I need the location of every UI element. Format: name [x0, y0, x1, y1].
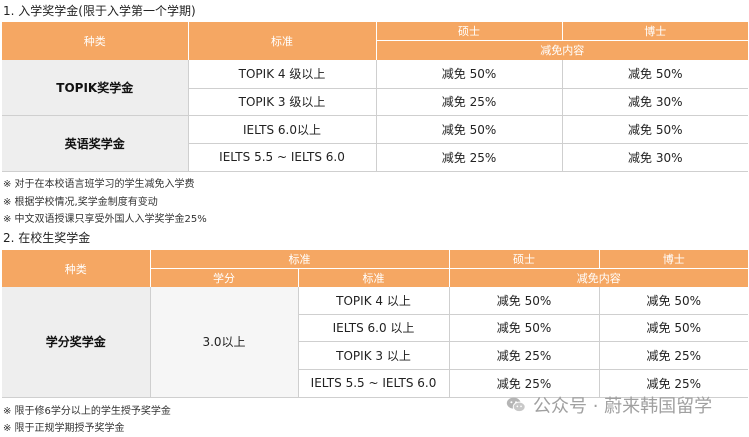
- wechat-icon: [506, 397, 526, 413]
- header-category: 种类: [2, 22, 188, 60]
- header-standard-sub: 标准: [297, 268, 449, 287]
- master-cell: 减免 25%: [448, 341, 599, 370]
- group-label-credit: 学分奖学金: [2, 287, 150, 398]
- standard-cell: TOPIK 3 级以上: [187, 88, 376, 116]
- header-doctor: 博士: [561, 22, 748, 41]
- header-standard: 标准: [149, 250, 449, 269]
- doctor-cell: 减免 50%: [598, 287, 748, 315]
- doctor-cell: 减免 30%: [561, 143, 748, 172]
- header-reduction: 减免内容: [375, 40, 748, 60]
- standard-cell: TOPIK 4 级以上: [187, 60, 376, 89]
- section1-note: ※ 对于在本校语言班学习的学生减免入学费: [3, 179, 195, 190]
- group-label-english: 英语奖学金: [2, 115, 188, 172]
- section1-title: 1. 入学奖学金(限于入学第一个学期): [3, 4, 196, 18]
- doctor-cell: 减免 50%: [561, 60, 748, 89]
- doctor-cell: 减免 50%: [561, 115, 748, 144]
- header-category: 种类: [2, 250, 150, 287]
- master-cell: 减免 25%: [375, 88, 562, 116]
- header-reduction: 减免内容: [448, 268, 748, 287]
- doctor-cell: 减免 25%: [598, 369, 748, 398]
- doctor-cell: 减免 25%: [598, 341, 748, 370]
- header-standard: 标准: [187, 22, 376, 60]
- master-cell: 减免 50%: [375, 115, 562, 144]
- credits-cell: 3.0以上: [149, 287, 298, 398]
- master-cell: 减免 50%: [448, 287, 599, 315]
- header-master: 硕士: [448, 250, 599, 269]
- header-master: 硕士: [375, 22, 562, 41]
- group-label-topik: TOPIK奖学金: [2, 60, 188, 116]
- master-cell: 减免 50%: [375, 60, 562, 89]
- master-cell: 减免 50%: [448, 314, 599, 342]
- standard-cell: IELTS 6.0以上: [187, 115, 376, 144]
- standard-cell: IELTS 6.0 以上: [297, 314, 449, 342]
- entrance-scholarship-table: 种类 标准 硕士 博士 减免内容 TOPIK奖学金 TOPIK 4 级以上 减免…: [2, 22, 748, 172]
- section1-note: ※ 根据学校情况,奖学金制度有变动: [3, 197, 158, 208]
- master-cell: 减免 25%: [448, 369, 599, 398]
- standard-cell: IELTS 5.5 ~ IELTS 6.0: [297, 369, 449, 398]
- doctor-cell: 减免 50%: [598, 314, 748, 342]
- section2-title: 2. 在校生奖学金: [3, 231, 91, 245]
- standard-cell: TOPIK 4 以上: [297, 287, 449, 315]
- doctor-cell: 减免 30%: [561, 88, 748, 116]
- watermark: 公众号 · 蔚来韩国留学: [505, 392, 712, 418]
- enrolled-scholarship-table: 种类 标准 硕士 博士 学分 标准 减免内容 学分奖学金 3.0以上 TOPIK…: [2, 250, 748, 398]
- section2-note: ※ 限于正规学期授予奖学金: [3, 423, 125, 434]
- header-credits: 学分: [149, 268, 298, 287]
- watermark-text: 公众号 · 蔚来韩国留学: [533, 396, 713, 417]
- standard-cell: TOPIK 3 以上: [297, 341, 449, 370]
- section2-note: ※ 限于修6学分以上的学生授予奖学金: [3, 406, 171, 417]
- header-doctor: 博士: [598, 250, 748, 269]
- master-cell: 减免 25%: [375, 143, 562, 172]
- section1-note: ※ 中文双语授课只享受外国人入学奖学金25%: [3, 214, 207, 225]
- standard-cell: IELTS 5.5 ~ IELTS 6.0: [187, 143, 376, 172]
